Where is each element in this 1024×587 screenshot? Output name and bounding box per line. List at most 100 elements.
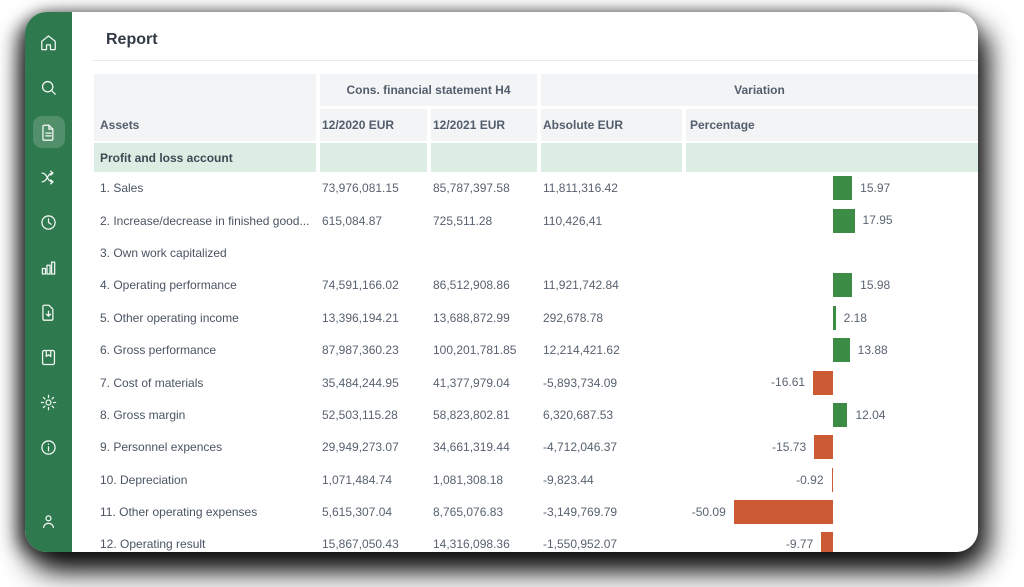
row-value-absolute: -1,550,952.07: [543, 537, 618, 552]
row-label: 5. Other operating income: [100, 310, 239, 325]
row-value-absolute: -4,712,046.37: [543, 440, 618, 455]
table-row: 7. Cost of materials 35,484,244.95 41,37…: [94, 366, 978, 398]
row-value-2020: 35,484,244.95: [322, 375, 399, 390]
row-value-2021: 86,512,908.86: [433, 278, 510, 293]
row-value-absolute: -5,893,734.09: [543, 375, 618, 390]
percentage-cell: -15.73: [686, 431, 978, 463]
table-row: 1. Sales 73,976,081.15 85,787,397.58 11,…: [94, 172, 978, 204]
sidebar-item-analytics[interactable]: [33, 251, 65, 283]
row-label: 11. Other operating expenses: [100, 505, 258, 520]
row-value-absolute: 110,426,41: [543, 213, 603, 228]
row-value-absolute: 11,811,316.42: [543, 181, 618, 196]
negative-variation-bar: [831, 467, 833, 492]
row-value-2021: 13,688,872.99: [433, 310, 510, 325]
table-row: 2. Increase/decrease in finished good...…: [94, 204, 978, 236]
positive-variation-bar: [833, 208, 855, 233]
row-value-2020: 1,071,484.74: [322, 472, 393, 487]
row-label: 1. Sales: [100, 181, 144, 196]
row-value-2020: 13,396,194.21: [322, 310, 399, 325]
user-icon: [42, 514, 55, 528]
table-header: Assets Cons. financial statement H4 Vari…: [94, 74, 978, 141]
section-header-filler: [686, 143, 978, 172]
main-content: Report Assets Cons. financial statement …: [72, 12, 978, 552]
column-header-absolute: Absolute EUR: [541, 109, 682, 141]
page-title: Report: [106, 31, 158, 48]
sidebar-item-info[interactable]: [33, 431, 65, 463]
percentage-value: 15.98: [860, 278, 891, 293]
percentage-value: -9.77: [785, 537, 814, 552]
positive-variation-bar: [833, 273, 853, 298]
row-label: 9. Personnel expences: [100, 440, 223, 455]
positive-variation-bar: [833, 305, 836, 330]
report-table: Assets Cons. financial statement H4 Vari…: [94, 74, 978, 552]
sidebar-item-workflow[interactable]: [33, 161, 65, 193]
row-value-2021: 14,316,098.36: [433, 537, 510, 552]
table-row: 9. Personnel expences 29,949,273.07 34,6…: [94, 431, 978, 463]
row-value-absolute: 6,320,687.53: [543, 407, 614, 422]
row-value-2021: 34,661,319.44: [433, 440, 510, 455]
row-value-2021: 725,511.28: [433, 213, 493, 228]
sidebar-item-settings[interactable]: [33, 386, 65, 418]
sidebar-item-profile[interactable]: [33, 505, 65, 537]
sidebar-item-history[interactable]: [33, 206, 65, 238]
column-header-assets: Assets: [94, 74, 316, 141]
sidebar-item-report[interactable]: [32, 116, 65, 148]
bookmark-book-icon: [41, 349, 56, 365]
percentage-cell: -50.09: [686, 496, 978, 528]
row-value-2021: 58,823,802.81: [433, 407, 510, 422]
row-value-2020: 15,867,050.43: [322, 537, 399, 552]
table-body: 1. Sales 73,976,081.15 85,787,397.58 11,…: [94, 172, 978, 552]
negative-variation-bar: [733, 500, 833, 525]
percentage-cell: 13.88: [686, 334, 978, 366]
group-header-variation: Variation: [541, 74, 978, 106]
row-value-2020: 74,591,166.02: [322, 278, 399, 293]
group-header-statement: Cons. financial statement H4: [320, 74, 537, 106]
row-label: 6. Gross performance: [100, 343, 217, 358]
workflow-icon: [41, 170, 54, 184]
column-header-2020: 12/2020 EUR: [320, 109, 427, 141]
percentage-value: -16.61: [771, 375, 806, 390]
settings-gear-icon: [40, 394, 57, 410]
negative-variation-bar: [821, 532, 833, 552]
section-header-filler: [320, 143, 427, 172]
percentage-cell: -0.92: [686, 464, 978, 496]
home-icon: [41, 34, 56, 50]
percentage-value: 17.95: [862, 213, 893, 228]
row-label: 7. Cost of materials: [100, 375, 204, 390]
app-window: Report Assets Cons. financial statement …: [25, 12, 978, 552]
percentage-cell: -9.77: [686, 528, 978, 552]
row-value-2020: 73,976,081.15: [322, 181, 399, 196]
percentage-value: -50.09: [691, 504, 726, 519]
percentage-cell: 17.95: [686, 204, 978, 236]
bar-chart-icon: [41, 260, 56, 275]
row-value-absolute: 292,678.78: [543, 310, 604, 325]
file-export-icon: [42, 304, 54, 321]
info-icon: [41, 439, 56, 455]
table-row: 8. Gross margin 52,503,115.28 58,823,802…: [94, 399, 978, 431]
section-header-filler: [541, 143, 682, 172]
row-value-2021: 41,377,979.04: [433, 375, 510, 390]
row-value-2021: 8,765,076.83: [433, 505, 504, 520]
negative-variation-bar: [813, 370, 833, 395]
percentage-cell: 15.98: [686, 269, 978, 301]
sidebar: [25, 12, 72, 552]
row-value-2021: 100,201,781.85: [433, 343, 517, 358]
sidebar-item-home[interactable]: [33, 26, 65, 58]
table-row: 6. Gross performance 87,987,360.23 100,2…: [94, 334, 978, 366]
table-row: 3. Own work capitalized: [94, 237, 978, 269]
percentage-cell: 12.04: [686, 399, 978, 431]
positive-variation-bar: [833, 176, 853, 201]
table-row: 12. Operating result 15,867,050.43 14,31…: [94, 528, 978, 552]
sidebar-item-search[interactable]: [33, 71, 65, 103]
history-clock-icon: [41, 214, 56, 230]
sidebar-item-library[interactable]: [33, 341, 65, 373]
table-row: 5. Other operating income 13,396,194.21 …: [94, 302, 978, 334]
row-label: 12. Operating result: [100, 537, 206, 552]
percentage-cell: 15.97: [686, 172, 978, 204]
sidebar-item-file-export[interactable]: [33, 296, 65, 328]
row-value-absolute: -9,823.44: [543, 472, 594, 487]
percentage-cell: 2.18: [686, 302, 978, 334]
table-row: 11. Other operating expenses 5,615,307.0…: [94, 496, 978, 528]
negative-variation-bar: [814, 435, 833, 460]
search-icon: [41, 80, 56, 95]
